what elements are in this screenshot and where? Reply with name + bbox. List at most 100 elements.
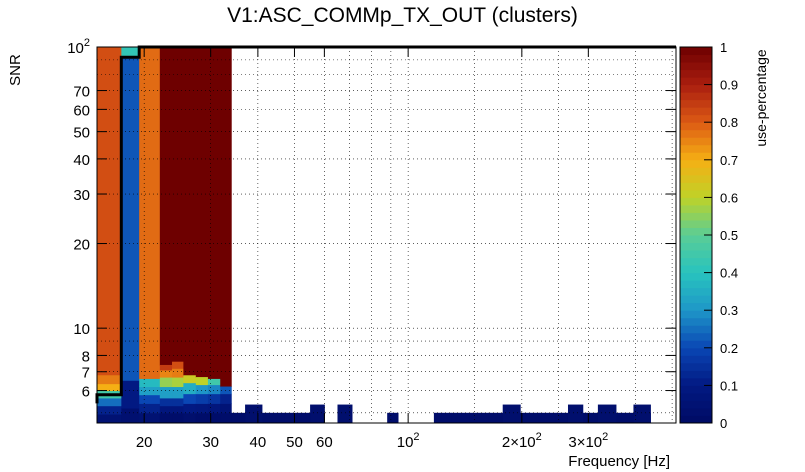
- colorbar-segment: [680, 392, 712, 401]
- heatmap-cell: [220, 47, 232, 388]
- heatmap-cell: [121, 57, 140, 382]
- colorbar-segment: [680, 107, 712, 116]
- colorbar-segment: [680, 129, 712, 138]
- colorbar-segment: [680, 152, 712, 161]
- heatmap-cell: [172, 368, 184, 378]
- heatmap-cell: [183, 375, 197, 384]
- heatmap-cell: [195, 377, 209, 386]
- heatmap-cell: [159, 47, 173, 366]
- heatmap-cell: [245, 404, 263, 424]
- colorbar-segment: [680, 250, 712, 259]
- colorbar-segment: [680, 325, 712, 334]
- colorbar-segment: [680, 47, 712, 56]
- heatmap-cell: [172, 386, 184, 399]
- x-axis-label: Frequency [Hz]: [568, 453, 670, 470]
- x-tick-label: 2×102: [502, 431, 542, 451]
- heatmap-cell: [183, 47, 197, 376]
- colorbar-segment: [680, 310, 712, 319]
- heatmap-cell: [172, 377, 184, 388]
- y-tick-label: 30: [73, 187, 90, 204]
- heatmap-cell: [195, 412, 209, 424]
- heatmap-cell: [207, 403, 221, 414]
- heatmap-cell: [387, 412, 399, 424]
- heatmap-cell: [195, 403, 209, 414]
- x-tick-label: 50: [286, 434, 303, 451]
- colorbar-segment: [680, 159, 712, 168]
- heatmap-cell: [97, 375, 122, 385]
- x-tick-label: 102: [397, 431, 420, 451]
- heatmap-cell: [261, 412, 285, 424]
- heatmap-cell: [207, 412, 221, 424]
- colorbar-segment: [680, 197, 712, 206]
- y-tick-label: 50: [73, 125, 90, 142]
- colorbar-segment: [680, 332, 712, 341]
- colorbar-segment: [680, 77, 712, 86]
- heatmap-cells: [97, 47, 651, 424]
- colorbar-tick-label: 0.2: [720, 341, 738, 356]
- heatmap-cell: [139, 47, 161, 380]
- y-tick-label: 8: [82, 348, 90, 365]
- y-axis-label: SNR: [7, 54, 24, 86]
- x-tick-label: 60: [316, 434, 333, 451]
- colorbar: 0 0.1 0.2 0.3 0.4 0.5 0.6 0.7 0.8 0.9 1: [679, 40, 738, 431]
- heatmap-cell: [520, 412, 540, 424]
- grid-lines: [97, 46, 676, 423]
- heatmap-cell: [633, 404, 651, 424]
- heatmap-cell: [582, 412, 599, 424]
- x-tick-label: 40: [250, 434, 267, 451]
- colorbar-segment: [680, 167, 712, 176]
- colorbar-segment: [680, 265, 712, 274]
- colorbar-tick-label: 1: [720, 40, 727, 55]
- x-axis: 20 30 40 50 60 102 2×102 3×102: [136, 47, 608, 451]
- heatmap-cell: [220, 403, 232, 414]
- colorbar-segment: [680, 92, 712, 101]
- y-tick-label: 20: [73, 237, 90, 254]
- heatmap-cell: [469, 412, 489, 424]
- colorbar-tick-label: 0.7: [720, 153, 738, 168]
- x-tick-label: 20: [136, 434, 153, 451]
- colorbar-tick-label: 0.9: [720, 78, 738, 93]
- heatmap-cell: [183, 382, 197, 395]
- colorbar-segment: [680, 272, 712, 281]
- heatmap-cell: [207, 378, 221, 386]
- heatmap-cell: [451, 412, 470, 424]
- colorbar-segment: [680, 69, 712, 78]
- colorbar-segment: [680, 122, 712, 131]
- colorbar-label: use-percentage: [753, 49, 769, 147]
- y-tick-label: 40: [73, 152, 90, 169]
- colorbar-segment: [680, 242, 712, 251]
- heatmap-cell: [159, 386, 173, 399]
- colorbar-segment: [680, 295, 712, 304]
- y-tick-label: 10: [73, 321, 90, 338]
- colorbar-segment: [680, 280, 712, 289]
- x-tick-label: 3×102: [568, 431, 608, 451]
- heatmap-cell: [615, 412, 634, 424]
- heatmap-cell: [97, 47, 122, 376]
- heatmap-cell: [139, 386, 161, 396]
- colorbar-segment: [680, 114, 712, 123]
- heatmap-cell: [207, 393, 221, 404]
- heatmap-cell: [159, 412, 173, 424]
- heatmap-cell: [195, 393, 209, 404]
- heatmap-cell: [555, 412, 569, 424]
- colorbar-segment: [680, 219, 712, 228]
- heatmap-cell: [433, 412, 452, 424]
- heatmap-cell: [172, 412, 184, 424]
- colorbar-segment: [680, 317, 712, 326]
- heatmap-cell: [231, 412, 246, 424]
- colorbar-segment: [680, 347, 712, 356]
- colorbar-tick-label: 0.4: [720, 266, 738, 281]
- y-tick-label: 70: [73, 84, 90, 101]
- colorbar-segment: [680, 235, 712, 244]
- heatmap-cell: [502, 404, 521, 424]
- colorbar-segment: [680, 362, 712, 371]
- colorbar-segment: [680, 407, 712, 416]
- colorbar-segment: [680, 257, 712, 266]
- colorbar-segment: [680, 54, 712, 63]
- heatmap-cell: [220, 393, 232, 404]
- heatmap-cell: [195, 384, 209, 395]
- heatmap-cell: [207, 47, 221, 380]
- heatmap-cell: [121, 408, 140, 424]
